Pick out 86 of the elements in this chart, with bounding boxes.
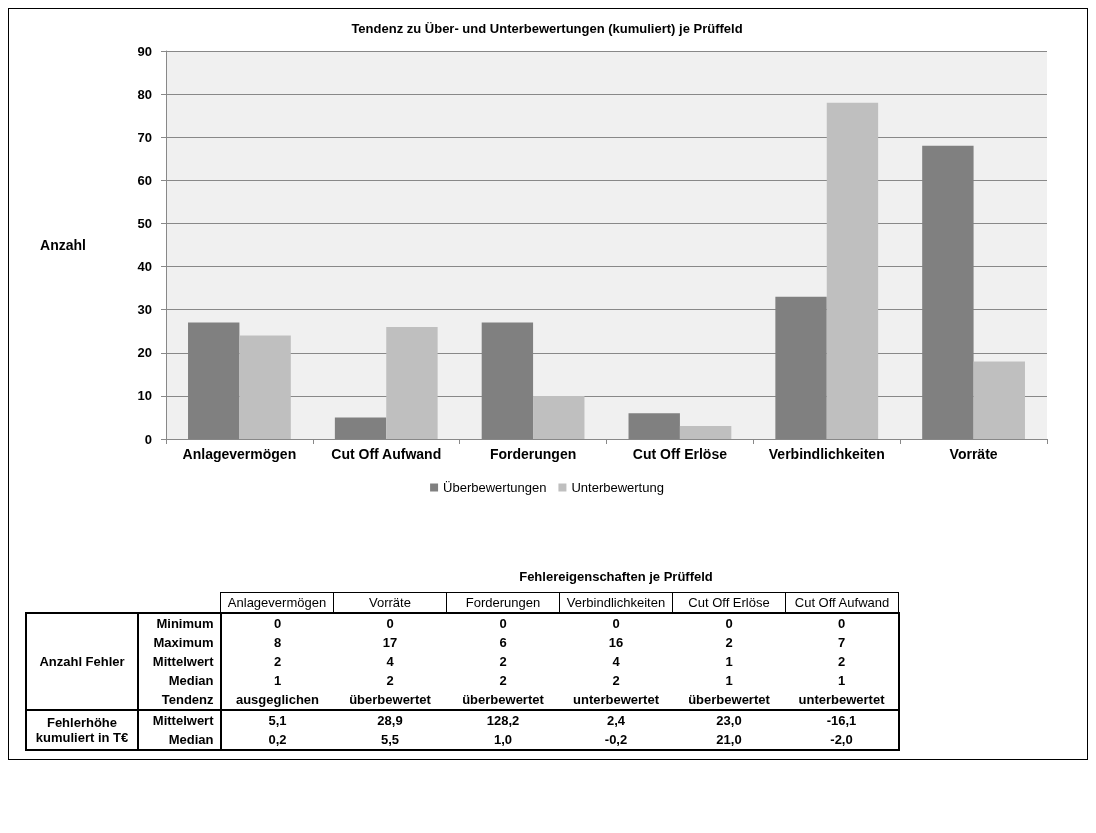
category-label: Tendenz <box>161 692 214 707</box>
text: 7 <box>837 635 846 650</box>
text: 0 <box>273 616 282 631</box>
text: 0 <box>725 616 733 631</box>
category-label: Maximum <box>153 635 214 650</box>
text: überbewertet <box>462 692 544 707</box>
y-tick-label: 50 <box>137 215 152 231</box>
text: unterbewertet <box>798 692 885 707</box>
category-label: Minimum <box>156 616 214 631</box>
text: 2 <box>837 654 846 669</box>
text: überbewertet <box>688 692 770 707</box>
text: 17 <box>382 635 398 650</box>
legend-label: Überbewertungen <box>443 480 547 495</box>
category-label: Median <box>168 732 214 747</box>
text: 1 <box>725 673 733 688</box>
legend-label: Unterbewertung <box>571 480 664 495</box>
text: 28,9 <box>377 713 403 728</box>
y-tick-label: 10 <box>137 388 152 404</box>
text: 16 <box>608 635 624 650</box>
category-label: Vorräte <box>333 592 447 613</box>
text: 4 <box>612 654 620 669</box>
text: 6 <box>499 635 507 650</box>
x-tick-label: Cut Off Erlöse <box>632 446 728 462</box>
text: -0,2 <box>604 732 628 747</box>
category-label: Anlagevermögen <box>220 592 334 613</box>
text: 1 <box>837 673 846 688</box>
text: 0 <box>837 616 846 631</box>
text: 2 <box>725 635 733 650</box>
category-label: Median <box>168 673 214 688</box>
category-label: Verbindlichkeiten <box>559 592 673 613</box>
text: Fehlereigenschaften je Prüffeld <box>518 569 714 584</box>
text: 2 <box>499 654 507 669</box>
bar <box>239 335 291 439</box>
text: Fehlerhöhe kumuliert in T€ <box>35 715 129 745</box>
text: 5,1 <box>268 713 287 728</box>
category-label: Forderungen <box>446 592 560 613</box>
text: 23,0 <box>716 713 742 728</box>
text: 21,0 <box>716 732 742 747</box>
text: unterbewertet <box>573 692 659 707</box>
text: -2,0 <box>830 732 853 747</box>
category-label: Mittelwert <box>152 654 214 669</box>
y-axis-title: Anzahl <box>40 237 86 253</box>
x-tick-label: Vorräte <box>949 446 998 462</box>
y-tick-label: 80 <box>137 86 152 102</box>
text: 2 <box>612 673 620 688</box>
text: 5,5 <box>380 732 400 747</box>
bar <box>386 326 438 439</box>
y-tick-label: 90 <box>137 43 152 59</box>
bar <box>334 417 387 439</box>
y-tick-label: 70 <box>137 129 152 145</box>
chart-title: Tendenz zu Über- und Unterbewertungen (kumuliert) je Prüffeld <box>351 21 743 36</box>
bar <box>679 426 732 439</box>
text: 0 <box>386 616 394 631</box>
text: 2 <box>273 654 282 669</box>
x-tick-label: Verbindlichkeiten <box>768 446 885 462</box>
bar <box>973 361 1025 439</box>
text: 0 <box>612 616 620 631</box>
y-tick-label: 60 <box>137 172 152 188</box>
x-tick-label: Anlagevermögen <box>182 446 297 462</box>
bar <box>826 102 879 439</box>
text: 0 <box>499 616 507 631</box>
y-tick-label: 30 <box>137 302 152 318</box>
text: 1,0 <box>493 732 513 747</box>
text: 128,2 <box>486 713 520 728</box>
y-tick-label: 0 <box>144 431 152 447</box>
category-label: Cut Off Erlöse <box>672 592 786 613</box>
y-tick-label: 40 <box>137 259 152 275</box>
text: ausgeglichen <box>235 692 320 707</box>
text: 0,2 <box>268 732 287 747</box>
text: 4 <box>386 654 394 669</box>
text: 2 <box>499 673 507 688</box>
text: 8 <box>273 635 282 650</box>
x-tick-label: Cut Off Aufwand <box>331 446 442 462</box>
bar <box>533 395 585 439</box>
y-tick-label: 20 <box>137 345 152 361</box>
text: überbewertet <box>349 692 431 707</box>
x-tick-label: Forderungen <box>489 446 577 462</box>
category-label: Cut Off Aufwand <box>785 592 899 613</box>
text: -16,1 <box>826 713 857 728</box>
text: Anzahl Fehler <box>39 654 125 669</box>
text: 2 <box>386 673 394 688</box>
text: 1 <box>725 654 733 669</box>
text: 1 <box>273 673 282 688</box>
bar <box>628 413 680 439</box>
category-label: Mittelwert <box>152 713 214 728</box>
text: 2,4 <box>606 713 626 728</box>
